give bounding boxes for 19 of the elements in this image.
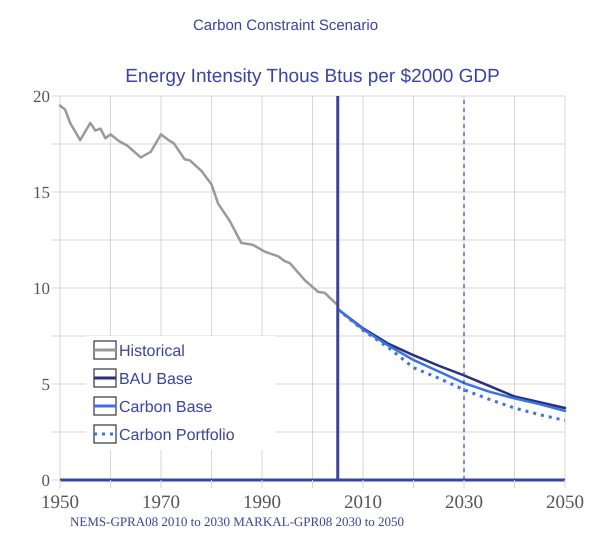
y-tick-label: 0 — [42, 471, 50, 490]
x-tick-label: 2030 — [445, 492, 483, 513]
x-tick-label: 2050 — [546, 492, 584, 513]
legend-label: BAU Base — [119, 371, 193, 388]
legend-label: Carbon Base — [119, 399, 212, 416]
y-tick-label: 10 — [33, 279, 50, 298]
y-tick-label: 15 — [33, 183, 50, 202]
chart-subtitle: Energy Intensity Thous Btus per $2000 GDP — [125, 66, 500, 87]
x-tick-label: 2010 — [344, 492, 382, 513]
x-tick-label: 1990 — [243, 492, 281, 513]
x-tick-label: 1950 — [41, 492, 79, 513]
legend-label: Historical — [119, 343, 185, 360]
text: NEMS-GPRA08 2010 to 2030 MARKAL-GPR08 2030 to 2050 — [70, 514, 404, 529]
y-tick-label: 20 — [33, 87, 50, 106]
x-tick-label: 1970 — [142, 492, 180, 513]
line-series — [58, 104, 339, 307]
y-tick-label: 5 — [42, 375, 50, 394]
chart-title: Carbon Constraint Scenario — [192, 17, 378, 34]
legend-label: Carbon Portfolio — [119, 427, 235, 444]
